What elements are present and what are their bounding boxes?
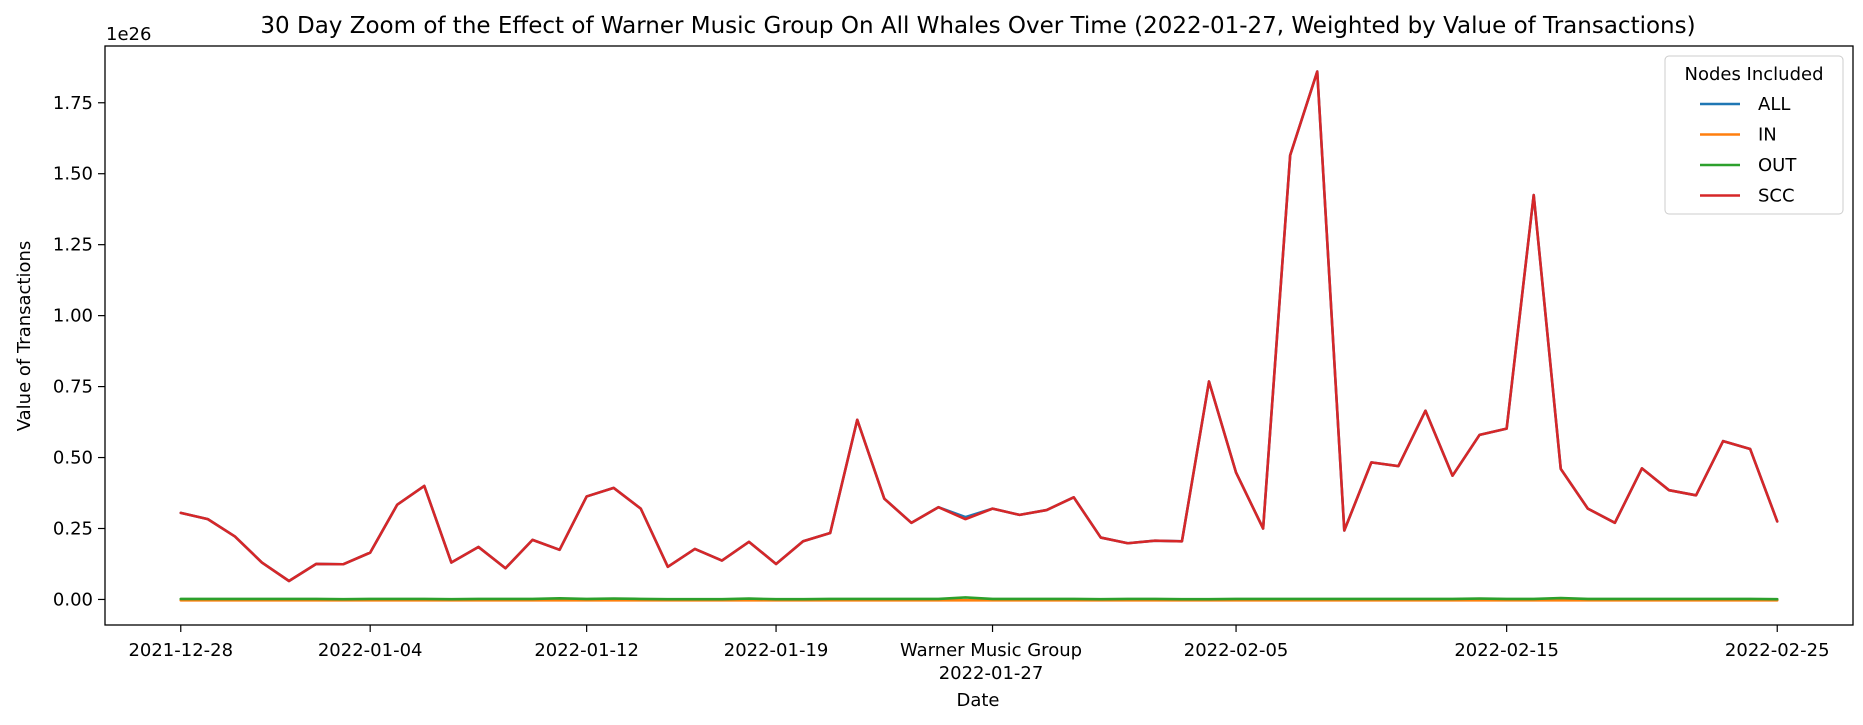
x-tick-label: 2022-01-12	[534, 640, 639, 661]
legend-label-out: OUT	[1758, 155, 1797, 176]
legend: Nodes Included ALL IN OUT SCC	[1664, 55, 1844, 215]
y-tick-label: 0.50	[53, 448, 93, 469]
y-tick-label: 0.25	[53, 519, 93, 540]
series-line-scc	[179, 70, 1779, 583]
y-axis-multiplier: 1e26	[106, 24, 151, 45]
x-axis-event-date: 2022-01-27	[939, 663, 1044, 684]
legend-title: Nodes Included	[1684, 64, 1823, 85]
y-tick-label: 1.00	[53, 306, 93, 327]
y-axis-label: Value of Transactions	[14, 241, 35, 432]
series-layer	[179, 70, 1779, 602]
x-tick-label: 2022-01-19	[724, 640, 829, 661]
x-tick-label: 2022-02-05	[1184, 640, 1289, 661]
y-tick-label: 1.25	[53, 235, 93, 256]
y-tick-label: 0.75	[53, 377, 93, 398]
x-tick-label: 2022-02-15	[1454, 640, 1559, 661]
legend-box	[1664, 55, 1844, 215]
y-axis: 0.00 0.25 0.50 0.75 1.00 1.25 1.50 1.75	[53, 93, 105, 610]
x-axis: 2021-12-28 2022-01-04 2022-01-12 2022-01-19…	[128, 625, 1830, 661]
x-axis-label: Date	[956, 690, 999, 711]
legend-label-scc: SCC	[1758, 186, 1795, 207]
x-axis-event-label: Warner Music Group	[900, 640, 1082, 661]
plot-frame	[104, 45, 1854, 626]
x-tick-label: 2022-02-25	[1725, 640, 1830, 661]
y-tick-label: 1.75	[53, 93, 93, 114]
y-tick-label: 0.00	[53, 589, 93, 610]
legend-label-all: ALL	[1758, 94, 1790, 115]
series-line-out	[179, 596, 1779, 601]
plot-area	[104, 45, 1854, 626]
y-tick-label: 1.50	[53, 164, 93, 185]
chart-title: 30 Day Zoom of the Effect of Warner Musi…	[260, 13, 1695, 39]
x-tick-label: 2021-12-28	[128, 640, 233, 661]
legend-entries: ALL IN OUT SCC	[1700, 94, 1797, 207]
legend-label-in: IN	[1758, 125, 1777, 146]
x-tick-label: 2022-01-04	[318, 640, 423, 661]
